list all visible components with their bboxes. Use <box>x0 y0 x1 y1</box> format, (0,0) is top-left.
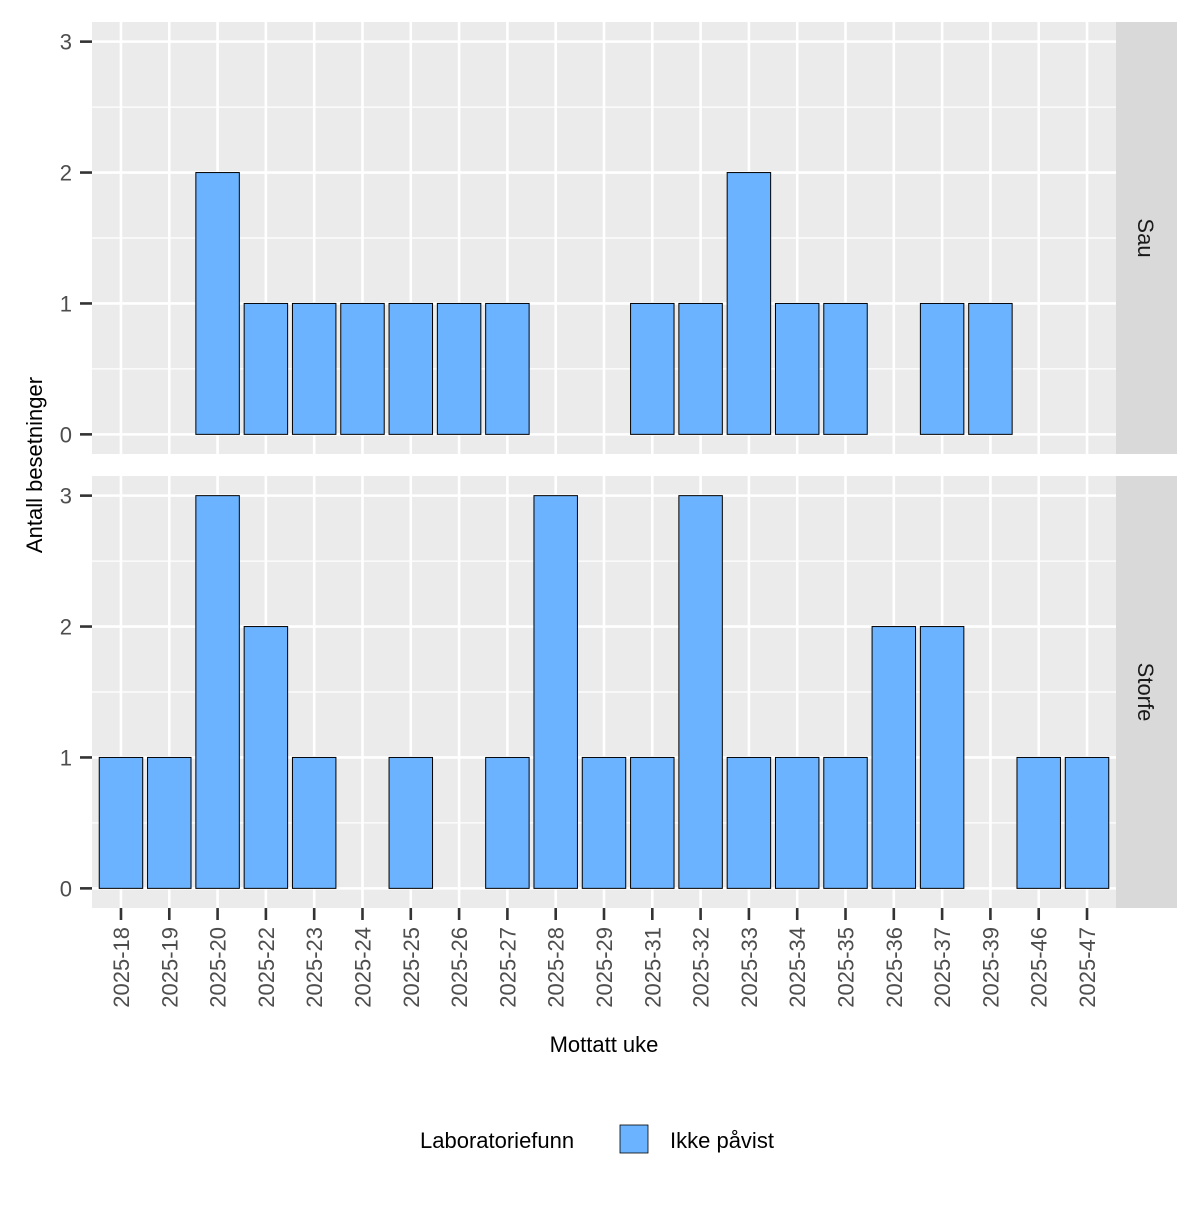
x-tick-label: 2025-29 <box>592 927 617 1008</box>
x-tick-label: 2025-25 <box>399 927 424 1008</box>
y-tick-label: 3 <box>60 30 72 55</box>
bar-sau-2025-23 <box>291 302 337 435</box>
x-tick-label: 2025-24 <box>350 927 375 1008</box>
facet-strip <box>1116 476 1177 908</box>
facet-strip-label: Sau <box>1133 218 1158 257</box>
y-tick-label: 2 <box>60 615 72 640</box>
bar-sau-2025-32 <box>678 302 723 435</box>
x-tick-label: 2025-26 <box>447 927 472 1008</box>
bar-sau-2025-25 <box>388 302 434 435</box>
y-axis-label: Antall besetninger <box>22 377 47 553</box>
x-axis-label: Mottatt uke <box>550 1032 659 1057</box>
x-tick-label: 2025-20 <box>206 927 231 1008</box>
legend-title: Laboratoriefunn <box>420 1128 574 1153</box>
y-tick-label: 2 <box>60 161 72 186</box>
legend-label: Ikke påvist <box>670 1128 774 1153</box>
bar-storfe-2025-35 <box>823 756 868 889</box>
x-tick-label: 2025-39 <box>978 927 1003 1008</box>
x-tick-label: 2025-37 <box>930 927 955 1008</box>
bar-storfe-2025-18 <box>98 756 144 889</box>
y-tick-label: 0 <box>60 876 72 901</box>
x-tick-label: 2025-28 <box>544 927 569 1008</box>
bar-storfe-2025-27 <box>485 756 530 889</box>
bar-storfe-2025-46 <box>1016 756 1061 889</box>
facet-panel-sau: 0 1 2 3 Sau <box>60 22 1177 454</box>
bar-sau-2025-33 <box>726 172 772 435</box>
y-tick-label: 3 <box>60 484 72 509</box>
x-tick-label: 2025-23 <box>302 927 327 1008</box>
bar-storfe-2025-37 <box>919 626 965 889</box>
bar-storfe-2025-33 <box>726 756 772 889</box>
bar-storfe-2025-25 <box>388 756 434 889</box>
y-tick-label: 0 <box>60 422 72 447</box>
x-tick-label: 2025-34 <box>785 927 810 1008</box>
bar-sau-2025-31 <box>630 302 675 435</box>
bar-storfe-2025-29 <box>581 756 627 889</box>
x-tick-label: 2025-33 <box>737 927 762 1008</box>
bar-sau-2025-26 <box>436 302 482 435</box>
bar-storfe-2025-36 <box>871 626 917 889</box>
bar-storfe-2025-28 <box>533 495 578 889</box>
bar-sau-2025-39 <box>968 302 1013 435</box>
bar-storfe-2025-22 <box>243 626 289 889</box>
legend-key <box>619 1124 649 1154</box>
bar-storfe-2025-47 <box>1064 756 1110 889</box>
y-tick-label: 1 <box>60 291 72 316</box>
bar-sau-2025-34 <box>774 302 820 435</box>
facet-panel-storfe: 0 1 2 3 Storfe <box>60 476 1177 908</box>
bar-storfe-2025-20 <box>195 495 240 889</box>
x-tick-label: 2025-31 <box>640 927 665 1008</box>
x-tick-label: 2025-35 <box>834 927 859 1008</box>
x-tick-label: 2025-46 <box>1027 927 1052 1008</box>
facet-strip-label: Storfe <box>1133 663 1158 722</box>
bar-sau-2025-37 <box>919 302 965 435</box>
x-tick-label: 2025-47 <box>1075 927 1100 1008</box>
x-tick-label: 2025-19 <box>157 927 182 1008</box>
bar-storfe-2025-34 <box>774 756 820 889</box>
bar-sau-2025-20 <box>195 172 240 435</box>
x-tick-label: 2025-18 <box>109 927 134 1008</box>
bar-storfe-2025-32 <box>678 495 723 889</box>
bar-sau-2025-22 <box>243 302 289 435</box>
bar-storfe-2025-23 <box>291 756 337 889</box>
bar-sau-2025-24 <box>340 302 385 435</box>
x-tick-label: 2025-32 <box>689 927 714 1008</box>
bar-sau-2025-27 <box>485 302 530 435</box>
x-tick-label: 2025-27 <box>495 927 520 1008</box>
bar-sau-2025-35 <box>823 302 868 435</box>
y-tick-label: 1 <box>60 745 72 770</box>
bar-storfe-2025-19 <box>147 756 192 889</box>
bar-storfe-2025-31 <box>630 756 675 889</box>
x-tick-label: 2025-36 <box>882 927 907 1008</box>
legend: Laboratoriefunn Ikke påvist <box>420 1124 774 1154</box>
x-tick-label: 2025-22 <box>254 927 279 1008</box>
facet-strip <box>1116 22 1177 454</box>
